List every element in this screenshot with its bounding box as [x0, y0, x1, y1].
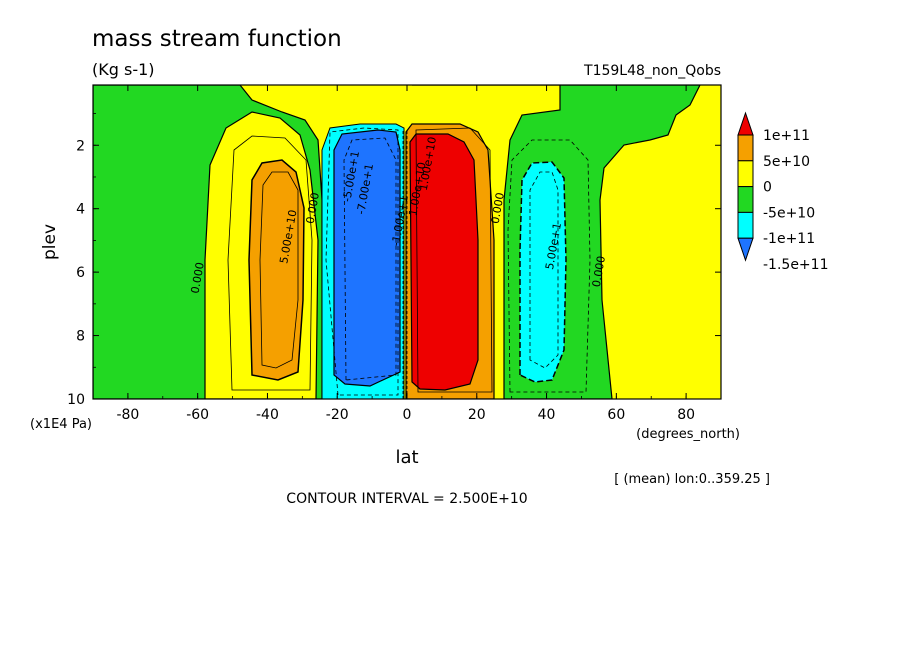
contour-label: 0.000: [304, 191, 322, 224]
y-tick-label: 10: [67, 392, 85, 408]
x-tick-label: 40: [538, 407, 556, 423]
contour-line: [529, 171, 559, 369]
contour-line: [415, 127, 493, 393]
fill-southern-hadley-core: [333, 129, 401, 387]
chart-units: (Kg s-1): [92, 60, 155, 79]
x-tick-label: -40: [256, 407, 279, 423]
colorbar-swatch: [737, 134, 754, 162]
colorbar-swatch: [737, 186, 754, 213]
x-tick-label: 0: [403, 407, 412, 423]
contour-label: 0.000: [489, 191, 507, 224]
contour-label: 0.000: [590, 255, 608, 288]
colorbar-swatch: [737, 160, 754, 188]
x-tick-label: 20: [468, 407, 486, 423]
run-name: T159L48_non_Qobs: [583, 63, 721, 79]
colorbar-label: 0: [763, 180, 772, 196]
contour-label: 0.000: [189, 261, 207, 294]
x-tick-label: -60: [186, 407, 209, 423]
contour-line: [259, 171, 299, 369]
contour-line: [325, 127, 399, 396]
y-tick-label: 2: [76, 138, 85, 154]
fill-southern-ferrel-core: [248, 159, 305, 381]
x-tick-label: 60: [607, 407, 625, 423]
colorbar: 1e+11 5e+10 0 -5e+10 -1e+11 -1.5e+11: [737, 111, 828, 273]
contour-line: [343, 137, 397, 381]
y-axis: 2 4 6 8 10: [67, 113, 721, 408]
colorbar-swatch: [737, 237, 754, 262]
x-axis-label: lat: [395, 447, 418, 468]
colorbar-label: -1e+11: [763, 231, 815, 247]
contour-line: [227, 135, 313, 391]
y-tick-label: 4: [76, 202, 85, 218]
colorbar-label: 5e+10: [763, 154, 810, 170]
colorbar-swatch: [737, 111, 754, 136]
colorbar-swatch: [737, 211, 754, 239]
x-tick-label: 80: [677, 407, 695, 423]
colorbar-label: -5e+10: [763, 205, 815, 221]
fill-northern-ferrel-core: [519, 161, 567, 383]
x-axis: -80 -60 -40 -20 0 20 40 60 80: [92, 85, 722, 423]
contour-field: [93, 85, 721, 399]
x-axis-units: (degrees_north): [636, 427, 740, 442]
y-tick-label: 8: [76, 329, 85, 345]
contour-line: [507, 139, 591, 393]
colorbar-label: 1e+11: [763, 128, 810, 144]
contour-interval: CONTOUR INTERVAL = 2.500E+10: [286, 491, 527, 507]
mean-note: [ (mean) lon:0..359.25 ]: [614, 472, 770, 487]
x-tick-label: -20: [326, 407, 349, 423]
x-tick-label: -80: [116, 407, 139, 423]
fill-northern-hadley-core: [409, 133, 479, 391]
chart-title: mass stream function: [92, 26, 342, 52]
colorbar-label: -1.5e+11: [763, 257, 828, 273]
y-axis-units: (x1E4 Pa): [30, 417, 92, 432]
y-tick-label: 6: [76, 265, 85, 281]
y-axis-label: plev: [40, 224, 60, 260]
